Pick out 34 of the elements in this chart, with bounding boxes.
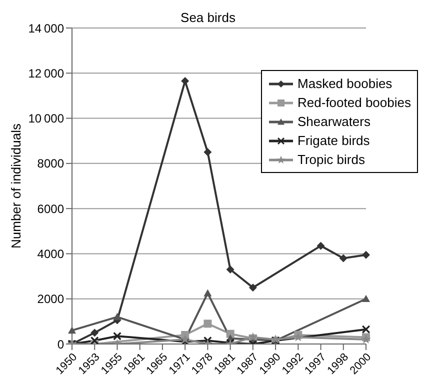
- point: [204, 289, 212, 296]
- y-axis-title: Number of individuals: [8, 123, 24, 249]
- legend-label: Frigate birds: [298, 133, 370, 148]
- legend-label: Shearwaters: [298, 114, 370, 129]
- y-tick-label: 4000: [37, 246, 64, 261]
- point: [204, 320, 212, 328]
- point: [226, 266, 234, 274]
- point: [113, 332, 122, 340]
- point: [270, 334, 280, 344]
- y-tick-label: 8000: [37, 156, 64, 171]
- legend-label: Red-footed boobies: [298, 95, 411, 110]
- point: [113, 312, 122, 320]
- point: [362, 250, 370, 259]
- y-tick-label: 0: [57, 337, 64, 352]
- point: [90, 328, 99, 337]
- point: [316, 242, 325, 250]
- point: [361, 334, 371, 344]
- legend-label: Tropic birds: [298, 152, 365, 167]
- legend-label: Masked boobies: [298, 76, 392, 91]
- chart-title: Sea birds: [180, 10, 236, 25]
- point: [362, 294, 370, 302]
- y-tick-label: 2000: [37, 292, 64, 306]
- point: [293, 332, 303, 342]
- point: [248, 284, 257, 292]
- y-tick-label: 10 000: [28, 112, 64, 126]
- point: [362, 325, 370, 334]
- y-tick-label: 6000: [37, 202, 64, 216]
- y-tick-label: 14 000: [28, 21, 64, 36]
- point: [204, 148, 212, 156]
- point: [181, 77, 190, 86]
- y-tick-label: 12 000: [28, 66, 64, 80]
- point: [339, 254, 348, 262]
- point: [90, 336, 99, 344]
- point: [68, 326, 76, 334]
